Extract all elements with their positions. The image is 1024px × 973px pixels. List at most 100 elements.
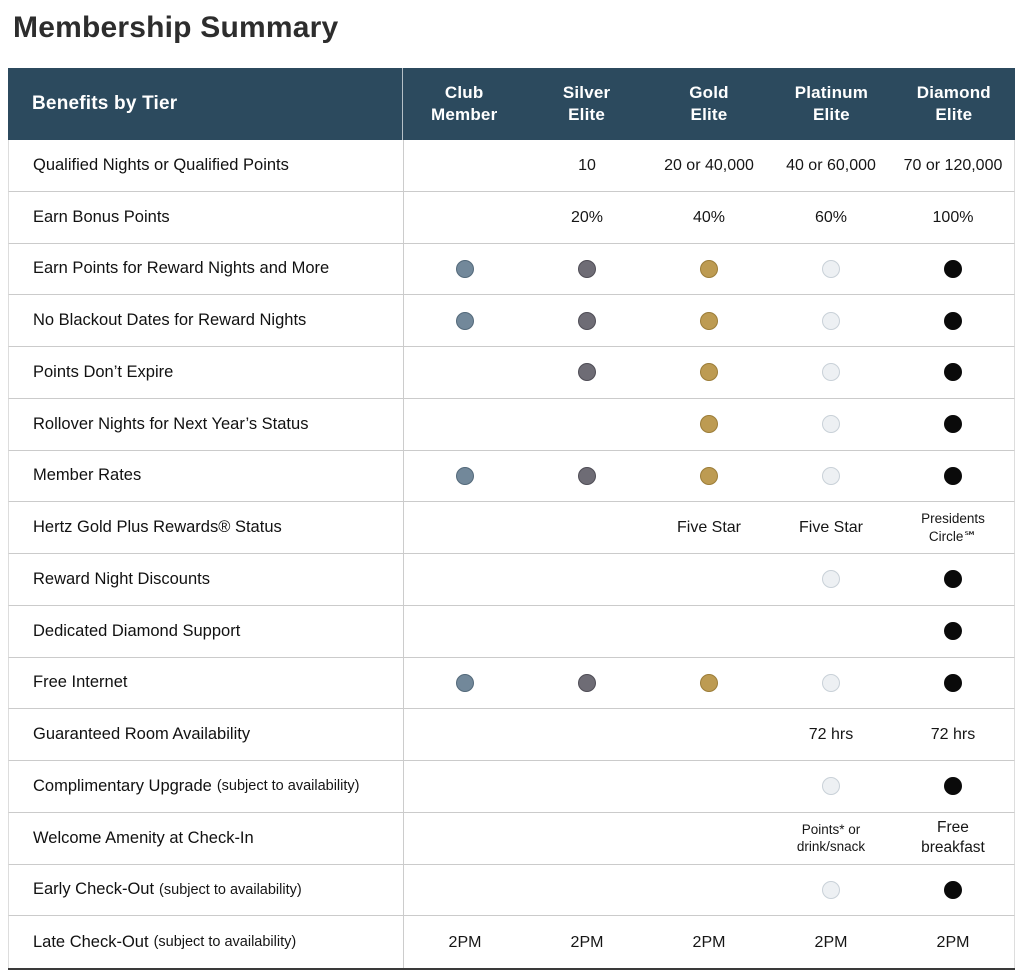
row-label-cell: Late Check-Out (subject to availability) <box>9 916 404 968</box>
row-label: No Blackout Dates for Reward Nights <box>33 311 307 330</box>
tier-cell-platinum <box>770 554 892 605</box>
tier-cell-gold: 2PM <box>648 916 770 968</box>
tier-cell-value-line: 40% <box>692 208 726 226</box>
table-row: Reward Night Discounts <box>8 554 1015 606</box>
table-row: Guaranteed Room Availability 72 hrs 72 hrs <box>8 709 1015 761</box>
tier-cell-silver <box>526 451 648 502</box>
tier-cell-club <box>404 140 526 191</box>
column-header-label: Elite <box>812 105 850 124</box>
tier-cell-value-line: Free <box>937 818 969 836</box>
row-label: Hertz Gold Plus Rewards® Status <box>33 518 282 537</box>
tier-cell-platinum <box>770 244 892 295</box>
tier-cell-gold <box>648 606 770 657</box>
tier-cell-platinum: 60% <box>770 192 892 243</box>
tier-cell-silver: 20% <box>526 192 648 243</box>
tier-cell-club <box>404 606 526 657</box>
tier-cell-value-line: Presidents <box>921 511 985 527</box>
row-label-cell: Hertz Gold Plus Rewards® Status <box>9 502 404 553</box>
tier-cell-value: 100% <box>933 208 974 227</box>
row-label-cell: Earn Points for Reward Nights and More <box>9 243 404 295</box>
tier-cell-value: Five Star <box>677 518 741 537</box>
benefit-included-dot-icon <box>578 363 596 382</box>
row-label: Complimentary Upgrade <box>33 776 212 795</box>
tier-cell-value-line: breakfast <box>921 839 985 857</box>
tier-cell-platinum: 72 hrs <box>770 709 892 760</box>
tier-cell-club <box>404 399 526 450</box>
tier-cell-gold: 20 or 40,000 <box>648 140 770 191</box>
tier-cell-value: 2PM <box>937 933 970 952</box>
tier-cell-silver <box>526 606 648 657</box>
table-row: Points Don’t Expire <box>8 347 1015 399</box>
tier-cell-diamond <box>892 244 1014 295</box>
tier-cell-diamond <box>892 347 1014 398</box>
benefit-included-dot-icon <box>944 777 962 796</box>
tier-cell-club <box>404 709 526 760</box>
tier-cell-value-line: 60% <box>814 208 848 226</box>
tier-cell-value: Points* or drink/snack <box>797 821 865 856</box>
benefits-table: Benefits by Tier Club Member Silver Elite Go… <box>8 68 1015 970</box>
tier-cell-silver <box>526 399 648 450</box>
row-label-cell: Rollover Nights for Next Year’s Status <box>9 398 404 450</box>
table-row: Rollover Nights for Next Year’s Status <box>8 398 1015 451</box>
row-label-cell: Welcome Amenity at Check-In <box>9 812 404 864</box>
row-label-cell: Free Internet <box>9 657 404 709</box>
column-header-gold: Gold Elite <box>648 68 770 140</box>
benefit-included-dot-icon <box>822 311 840 330</box>
benefit-included-dot-icon <box>944 415 962 434</box>
tier-cell-platinum <box>770 451 892 502</box>
row-label-note: (subject to availability) <box>159 881 302 898</box>
tier-cell-platinum <box>770 761 892 812</box>
tier-cell-platinum: Five Star <box>770 502 892 553</box>
tier-cell-platinum <box>770 606 892 657</box>
benefit-included-dot-icon <box>456 466 474 485</box>
tier-cell-platinum: Points* or drink/snack <box>770 813 892 864</box>
tier-cell-gold <box>648 399 770 450</box>
row-label: Earn Points for Reward Nights and More <box>33 259 330 278</box>
column-header-label: Platinum <box>794 83 869 102</box>
table-row: Welcome Amenity at Check-In Points* or dri… <box>8 812 1015 865</box>
tier-cell-gold: 40% <box>648 192 770 243</box>
column-header-label: Diamond <box>916 83 991 102</box>
row-label: Late Check-Out <box>33 932 149 951</box>
tier-cell-value: 60% <box>815 208 847 227</box>
row-label-cell: Reward Night Discounts <box>9 554 404 605</box>
tier-cell-gold <box>648 658 770 709</box>
tier-cell-gold <box>648 451 770 502</box>
row-label-cell: Qualified Nights or Qualified Points <box>9 140 404 191</box>
row-label-cell: Complimentary Upgrade (subject to availab… <box>9 761 404 812</box>
tier-cell-silver <box>526 709 648 760</box>
row-label-cell: Member Rates <box>9 450 404 502</box>
tier-cell-silver <box>526 761 648 812</box>
benefit-included-dot-icon <box>700 311 718 330</box>
table-row: Late Check-Out (subject to availability) 2… <box>8 916 1015 968</box>
row-label-cell: Guaranteed Room Availability <box>9 709 404 760</box>
table-row: Member Rates <box>8 450 1015 503</box>
tier-cell-value-line: drink/snack <box>796 839 866 855</box>
row-label: Welcome Amenity at Check-In <box>33 828 254 847</box>
row-label: Member Rates <box>33 466 142 485</box>
tier-cell-club <box>404 502 526 553</box>
tier-cell-gold <box>648 865 770 916</box>
row-label-note: (subject to availability) <box>153 934 297 951</box>
table-row: Hertz Gold Plus Rewards® Status Five Star… <box>8 502 1015 554</box>
tier-cell-diamond <box>892 295 1014 346</box>
tier-cell-diamond: 72 hrs <box>892 709 1014 760</box>
tier-cell-silver <box>526 347 648 398</box>
tier-cell-club <box>404 451 526 502</box>
table-row: Complimentary Upgrade (subject to availab… <box>8 761 1015 813</box>
tier-cell-silver <box>526 502 648 553</box>
tier-cell-silver <box>526 295 648 346</box>
tier-cell-value-line: Circle℠ <box>928 528 978 544</box>
tier-cell-value-line: Five Star <box>798 519 863 537</box>
page-title: Membership Summary <box>13 11 339 44</box>
benefit-included-dot-icon <box>944 363 962 382</box>
row-label-cell: No Blackout Dates for Reward Nights <box>9 295 404 346</box>
tier-cell-value: 72 hrs <box>809 725 853 744</box>
column-header-label: Elite <box>568 105 606 124</box>
tier-cell-value-line: 20 or 40,000 <box>664 156 754 174</box>
row-label: Reward Night Discounts <box>33 569 210 588</box>
benefit-included-dot-icon <box>822 259 840 278</box>
benefit-included-dot-icon <box>944 311 962 330</box>
benefit-included-dot-icon <box>944 880 962 899</box>
